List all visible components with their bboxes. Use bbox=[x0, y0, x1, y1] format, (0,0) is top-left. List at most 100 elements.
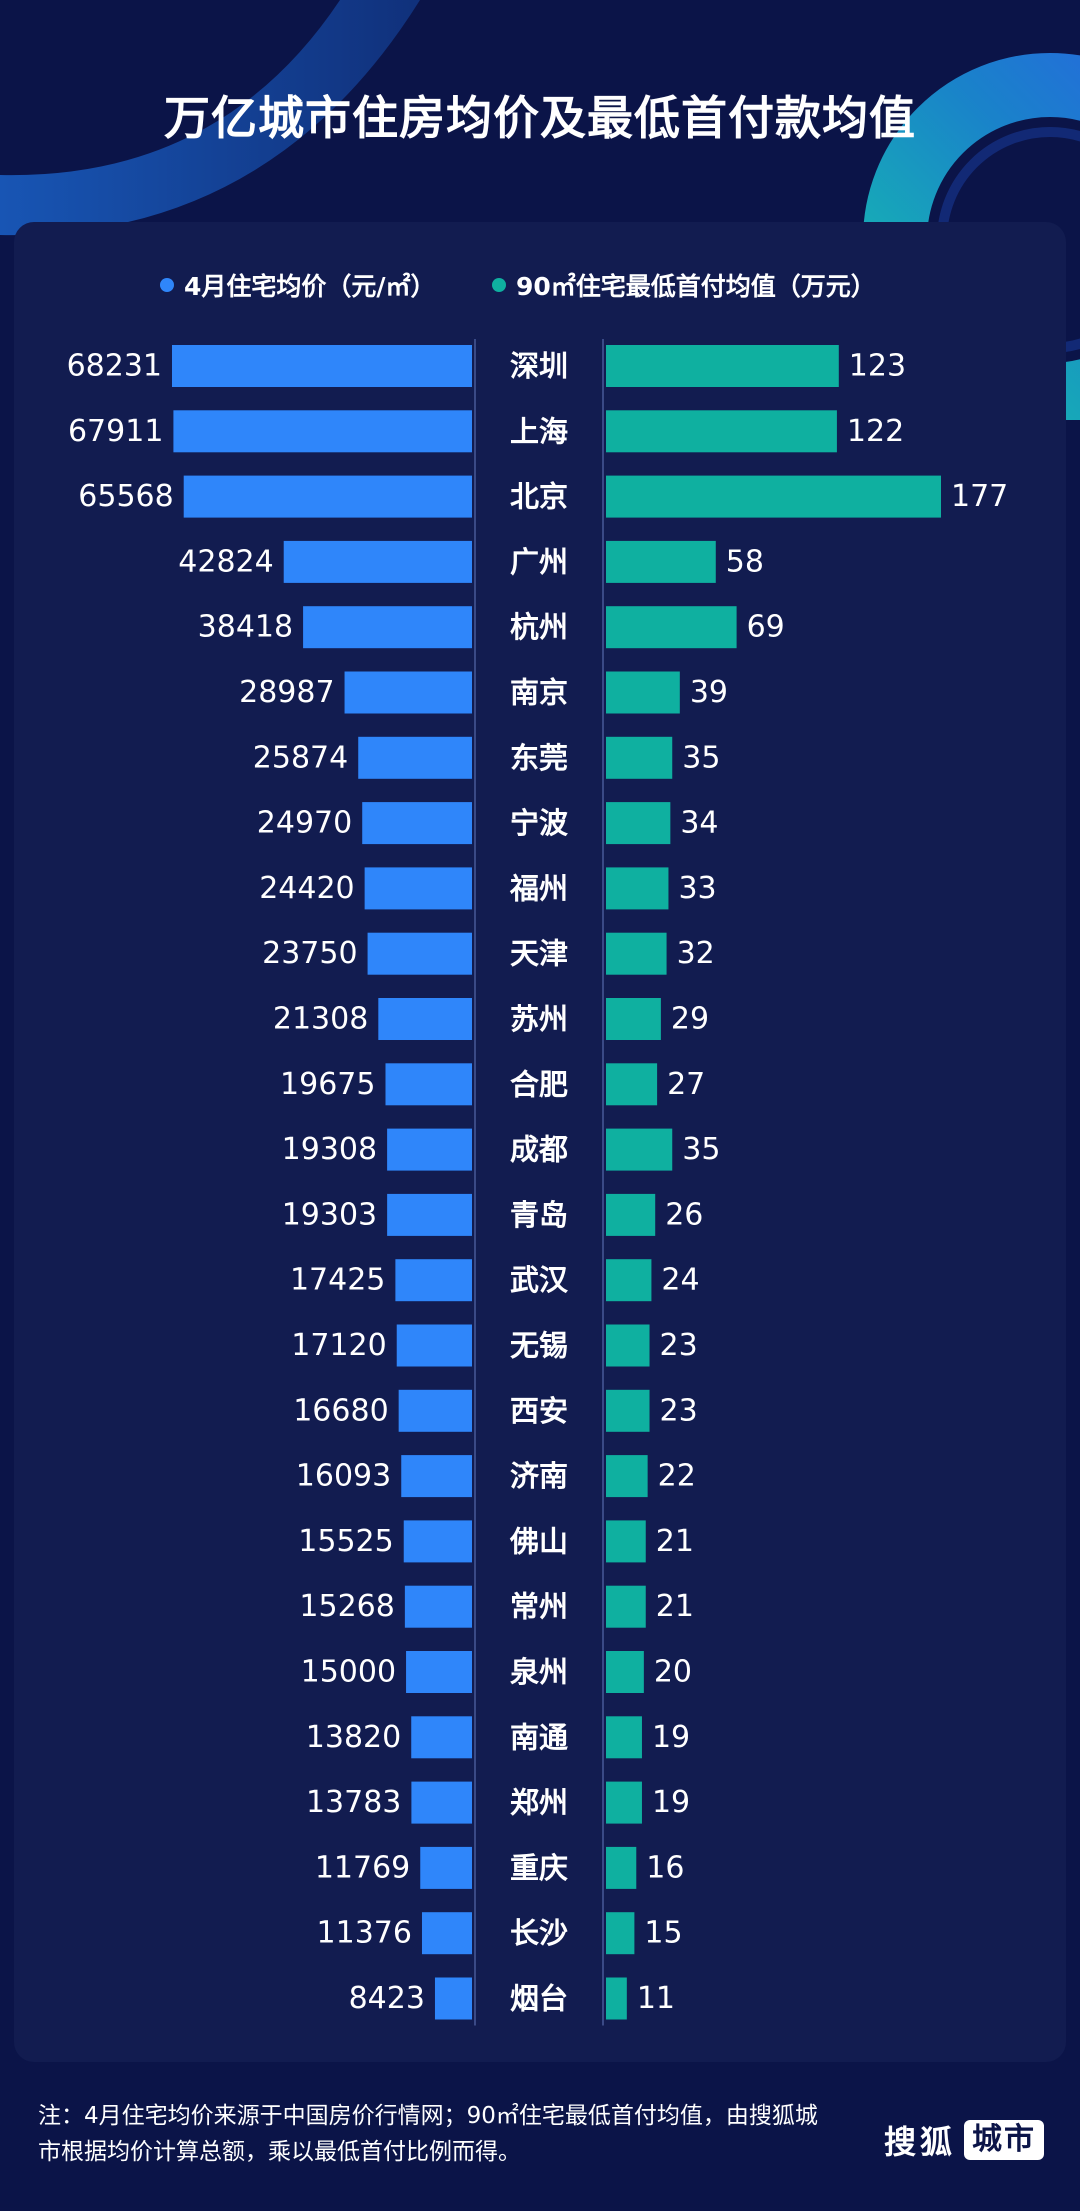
data-label-downpayment: 177 bbox=[951, 479, 1008, 514]
category-label: 东莞 bbox=[510, 741, 568, 775]
data-label-price: 42824 bbox=[178, 544, 273, 579]
legend-item-price: 4月住宅均价（元/㎡） bbox=[160, 268, 436, 302]
bar-downpayment bbox=[606, 1977, 627, 2020]
data-label-price: 11769 bbox=[315, 1850, 410, 1885]
bar-price bbox=[411, 1781, 472, 1824]
bar-downpayment bbox=[606, 1324, 650, 1367]
data-label-downpayment: 123 bbox=[849, 349, 906, 384]
category-label: 无锡 bbox=[510, 1329, 568, 1363]
bar-downpayment bbox=[606, 932, 667, 975]
bar-downpayment bbox=[606, 410, 837, 453]
data-label-price: 16093 bbox=[296, 1459, 391, 1494]
bar-downpayment bbox=[606, 606, 737, 649]
bar-price bbox=[385, 1063, 472, 1106]
bar-downpayment bbox=[606, 1585, 646, 1628]
bar-downpayment bbox=[606, 1651, 644, 1693]
bar-price bbox=[406, 1651, 472, 1693]
category-label: 重庆 bbox=[510, 1851, 568, 1885]
bar-price bbox=[344, 671, 472, 714]
data-label-downpayment: 19 bbox=[652, 1720, 690, 1755]
category-label: 苏州 bbox=[510, 1002, 568, 1036]
data-label-downpayment: 35 bbox=[682, 740, 720, 775]
category-label: 青岛 bbox=[510, 1198, 568, 1232]
data-label-downpayment: 20 bbox=[654, 1655, 692, 1690]
bar-downpayment bbox=[606, 736, 673, 779]
category-label: 成都 bbox=[510, 1133, 568, 1167]
bar-downpayment bbox=[606, 1781, 642, 1824]
bar-downpayment bbox=[606, 1193, 656, 1236]
bar-price bbox=[358, 736, 472, 779]
data-label-downpayment: 24 bbox=[661, 1263, 699, 1298]
bar-downpayment bbox=[606, 345, 839, 387]
category-label: 常州 bbox=[510, 1590, 568, 1624]
bar-price bbox=[420, 1846, 472, 1889]
legend-dot-price bbox=[160, 278, 174, 292]
bar-price bbox=[411, 1716, 472, 1759]
data-label-downpayment: 35 bbox=[682, 1132, 720, 1167]
category-label: 武汉 bbox=[510, 1263, 569, 1297]
legend-dot-downpayment bbox=[492, 278, 506, 292]
legend-label-price: 4月住宅均价（元/㎡） bbox=[184, 272, 436, 301]
category-label: 合肥 bbox=[510, 1067, 568, 1101]
category-label: 福州 bbox=[509, 871, 568, 905]
data-label-downpayment: 69 bbox=[747, 610, 785, 645]
data-label-downpayment: 23 bbox=[660, 1328, 698, 1363]
data-label-price: 24420 bbox=[259, 871, 354, 906]
category-label: 佛山 bbox=[509, 1524, 568, 1558]
category-label: 济南 bbox=[510, 1459, 568, 1493]
data-label-price: 24970 bbox=[257, 806, 352, 841]
bar-price bbox=[362, 802, 472, 845]
data-label-downpayment: 15 bbox=[644, 1916, 682, 1951]
category-label: 北京 bbox=[510, 480, 568, 514]
bar-downpayment bbox=[606, 1520, 646, 1563]
data-label-price: 25874 bbox=[253, 740, 348, 775]
bar-price bbox=[173, 410, 472, 453]
category-label: 广州 bbox=[510, 545, 568, 579]
category-label: 上海 bbox=[510, 414, 568, 448]
bar-price bbox=[172, 345, 472, 387]
bar-price bbox=[387, 1193, 472, 1236]
data-label-downpayment: 122 bbox=[847, 414, 904, 449]
legend-item-downpayment: 90㎡住宅最低首付均值（万元） bbox=[492, 268, 876, 302]
data-label-downpayment: 34 bbox=[680, 806, 718, 841]
bar-price bbox=[367, 932, 472, 975]
bar-downpayment bbox=[606, 867, 669, 910]
footer-note: 注：4月住宅均价来源于中国房价行情网；90㎡住宅最低首付均值，由搜狐城市根据均价… bbox=[38, 2103, 818, 2165]
bar-downpayment bbox=[606, 1259, 652, 1302]
data-label-price: 17425 bbox=[290, 1263, 385, 1298]
category-label: 泉州 bbox=[510, 1655, 568, 1689]
bar-downpayment bbox=[606, 1063, 658, 1106]
category-label: 烟台 bbox=[510, 1982, 568, 2016]
bar-downpayment bbox=[606, 1846, 637, 1889]
bar-price bbox=[403, 1520, 472, 1563]
chart-panel bbox=[14, 222, 1066, 2062]
data-label-downpayment: 29 bbox=[671, 1002, 709, 1037]
data-label-price: 13820 bbox=[306, 1720, 401, 1755]
bar-downpayment bbox=[606, 1389, 650, 1432]
brand-logo: 搜狐 城市 bbox=[884, 2118, 1045, 2162]
data-label-price: 19303 bbox=[282, 1197, 377, 1232]
data-label-price: 67911 bbox=[68, 414, 163, 449]
data-label-downpayment: 26 bbox=[665, 1197, 703, 1232]
data-label-downpayment: 33 bbox=[678, 871, 716, 906]
bar-downpayment bbox=[606, 540, 716, 583]
data-label-price: 19308 bbox=[282, 1132, 377, 1167]
bar-price bbox=[387, 1128, 472, 1171]
data-label-price: 68231 bbox=[67, 349, 162, 384]
bar-downpayment bbox=[606, 802, 671, 845]
category-label: 郑州 bbox=[510, 1786, 568, 1820]
data-label-price: 8423 bbox=[349, 1981, 425, 2016]
data-label-price: 17120 bbox=[291, 1328, 386, 1363]
bar-price bbox=[421, 1912, 472, 1955]
bar-price bbox=[183, 475, 473, 518]
category-label: 深圳 bbox=[510, 349, 568, 383]
page-title: 万亿城市住房均价及最低首付款均值 bbox=[164, 91, 916, 145]
bar-downpayment bbox=[606, 1455, 648, 1498]
legend-label-downpayment: 90㎡住宅最低首付均值（万元） bbox=[516, 272, 876, 301]
bar-downpayment bbox=[606, 998, 661, 1040]
bar-downpayment bbox=[606, 1716, 642, 1759]
data-label-price: 21308 bbox=[273, 1002, 368, 1037]
bar-price bbox=[398, 1389, 472, 1432]
data-label-downpayment: 32 bbox=[677, 936, 715, 971]
bar-price bbox=[378, 998, 472, 1040]
